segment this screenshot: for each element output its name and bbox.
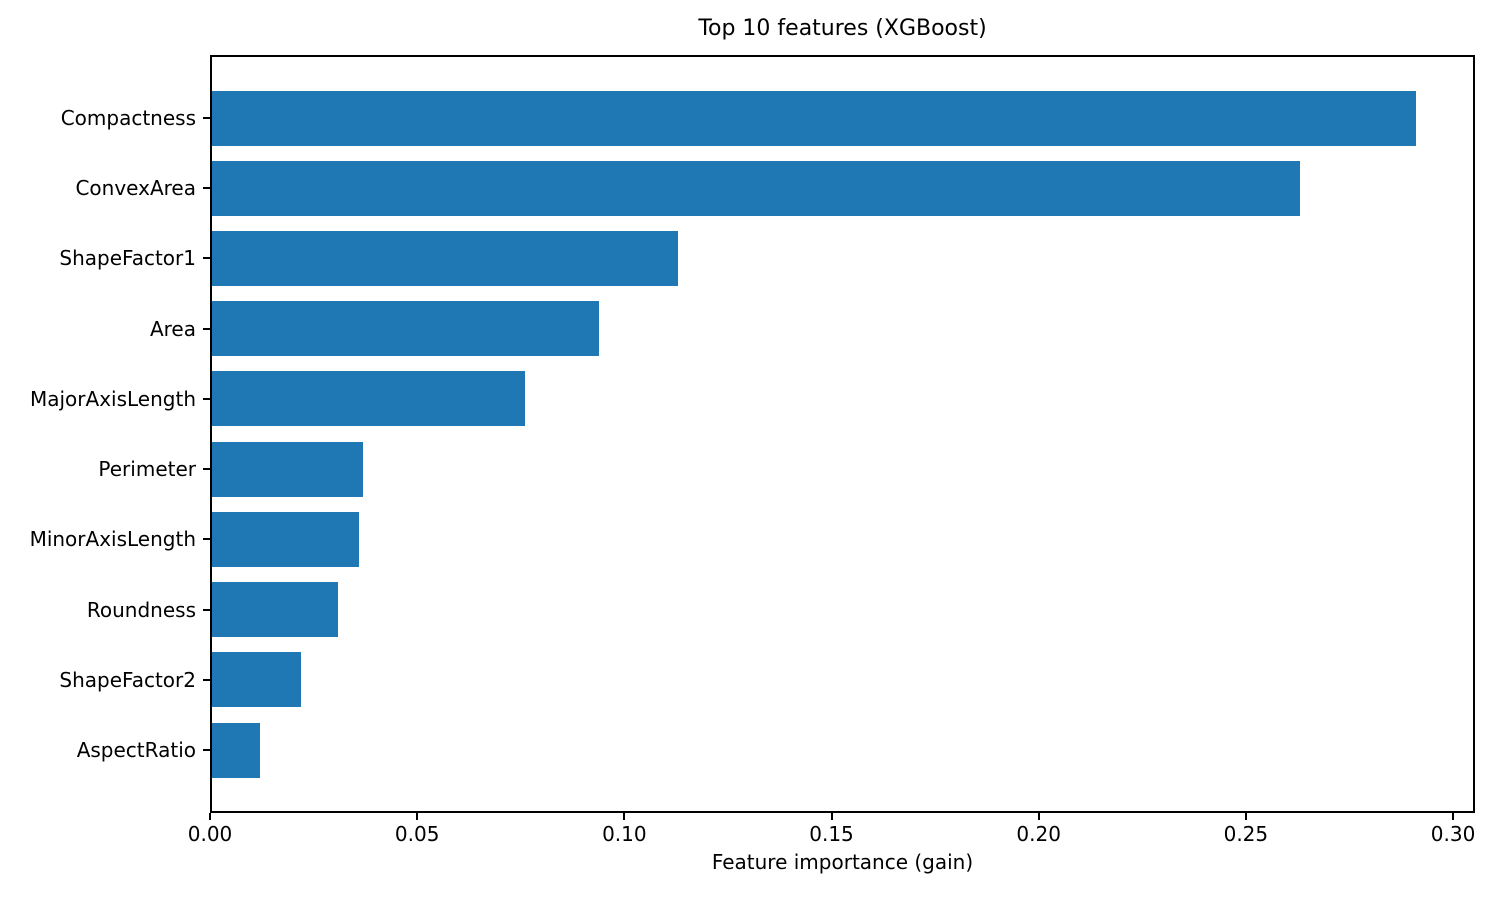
bar-aspectratio [210, 722, 260, 778]
y-tick-mark [203, 187, 210, 190]
bar-perimeter [210, 441, 364, 497]
y-tick-mark [203, 257, 210, 260]
x-tick-label-0.05: 0.05 [394, 822, 440, 846]
x-tick-label-0.30: 0.30 [1430, 822, 1476, 846]
y-tick-mark [203, 678, 210, 681]
plot-area [210, 55, 1475, 813]
bar-shapefactor1 [210, 230, 679, 286]
bar-shapefactor2 [210, 652, 302, 708]
y-tick-label-convexarea: ConvexArea [75, 176, 196, 201]
x-tick-mark [623, 813, 626, 820]
x-tick-label-0.10: 0.10 [602, 822, 647, 846]
x-axis-label: Feature importance (gain) [711, 850, 974, 874]
y-tick-mark [203, 397, 210, 400]
bar-compactness [210, 90, 1416, 146]
bar-area [210, 301, 600, 357]
y-tick-label-shapefactor2: ShapeFactor2 [59, 667, 196, 692]
y-tick-label-minoraxislength: MinorAxisLength [29, 527, 196, 552]
x-tick-label-0.20: 0.20 [1016, 822, 1061, 846]
x-tick-mark [209, 813, 211, 820]
y-tick-mark [203, 538, 210, 541]
y-tick-mark [203, 327, 210, 330]
y-tick-label-perimeter: Perimeter [98, 457, 196, 482]
x-tick-mark [1452, 813, 1455, 820]
x-tick-label-0.15: 0.15 [809, 822, 854, 846]
x-tick-label-0.25: 0.25 [1223, 822, 1269, 846]
y-tick-mark [203, 117, 210, 119]
y-tick-mark [203, 468, 210, 471]
bar-minoraxislength [210, 511, 360, 567]
y-tick-label-area: Area [149, 316, 196, 341]
y-tick-label-compactness: Compactness [60, 106, 196, 130]
y-tick-label-majoraxislength: MajorAxisLength [29, 386, 196, 411]
bar-roundness [210, 582, 339, 638]
y-tick-label-roundness: Roundness [86, 597, 196, 622]
y-tick-mark [203, 749, 210, 751]
x-tick-mark [830, 813, 833, 820]
bar-convexarea [210, 160, 1300, 216]
bar-majoraxislength [210, 371, 525, 427]
x-tick-mark [416, 813, 419, 820]
x-tick-label-0.00: 0.00 [187, 822, 233, 846]
y-tick-label-aspectratio: AspectRatio [76, 738, 196, 762]
y-tick-mark [203, 608, 210, 611]
chart-title: Top 10 features (XGBoost) [698, 16, 987, 41]
x-tick-mark [1244, 813, 1247, 820]
y-tick-label-shapefactor1: ShapeFactor1 [59, 246, 196, 271]
x-tick-mark [1037, 813, 1040, 820]
